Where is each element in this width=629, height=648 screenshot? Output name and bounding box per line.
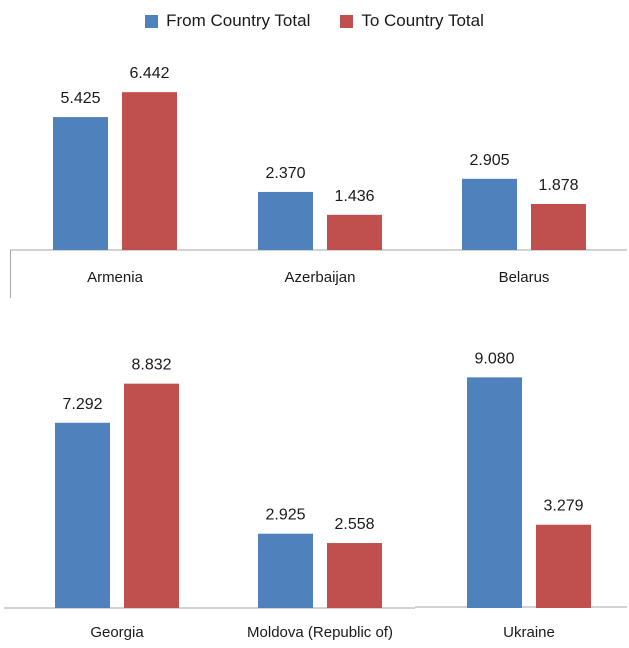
data-label-belarus-from: 2.905 bbox=[469, 152, 509, 169]
category-label-belarus: Belarus bbox=[499, 269, 550, 286]
legend-swatch-to bbox=[340, 14, 354, 28]
data-label-georgia-from: 7.292 bbox=[62, 396, 102, 413]
data-label-ukraine-from: 9.080 bbox=[474, 350, 514, 367]
legend-item-to: To Country Total bbox=[340, 11, 484, 31]
bar-georgia-from bbox=[55, 422, 110, 608]
data-label-armenia-from: 5.425 bbox=[60, 90, 100, 107]
data-label-moldova-republic-of-from: 2.925 bbox=[265, 507, 305, 524]
legend-label-from: From Country Total bbox=[166, 11, 311, 30]
data-label-georgia-to: 8.832 bbox=[131, 357, 171, 374]
legend-label-to: To Country Total bbox=[361, 11, 484, 30]
bar-armenia-to bbox=[122, 92, 177, 251]
bar-armenia-from bbox=[53, 117, 108, 251]
bar-belarus-from bbox=[462, 178, 517, 250]
legend-item-from: From Country Total bbox=[145, 11, 310, 31]
category-label-ukraine: Ukraine bbox=[503, 624, 555, 641]
data-label-azerbaijan-from: 2.370 bbox=[265, 165, 305, 182]
bar-ukraine-to bbox=[536, 524, 591, 608]
data-label-azerbaijan-to: 1.436 bbox=[334, 188, 374, 205]
bar-azerbaijan-to bbox=[327, 214, 382, 250]
data-label-ukraine-to: 3.279 bbox=[543, 498, 583, 515]
category-label-armenia: Armenia bbox=[87, 269, 144, 286]
data-label-belarus-to: 1.878 bbox=[538, 177, 578, 194]
data-label-moldova-republic-of-to: 2.558 bbox=[334, 516, 374, 533]
chart-legend: From Country Total To Country Total bbox=[0, 8, 629, 34]
legend-swatch-from bbox=[145, 14, 159, 28]
data-label-armenia-to: 6.442 bbox=[129, 65, 169, 82]
category-label-georgia: Georgia bbox=[90, 624, 144, 641]
bar-moldova-republic-of-from bbox=[258, 533, 313, 608]
bar-belarus-to bbox=[531, 203, 586, 250]
bar-georgia-to bbox=[124, 383, 179, 608]
category-label-moldova-republic-of: Moldova (Republic of) bbox=[247, 624, 393, 641]
bar-ukraine-from bbox=[467, 377, 522, 608]
bar-azerbaijan-from bbox=[258, 191, 313, 250]
bar-moldova-republic-of-to bbox=[327, 543, 382, 608]
category-label-azerbaijan: Azerbaijan bbox=[285, 269, 356, 286]
